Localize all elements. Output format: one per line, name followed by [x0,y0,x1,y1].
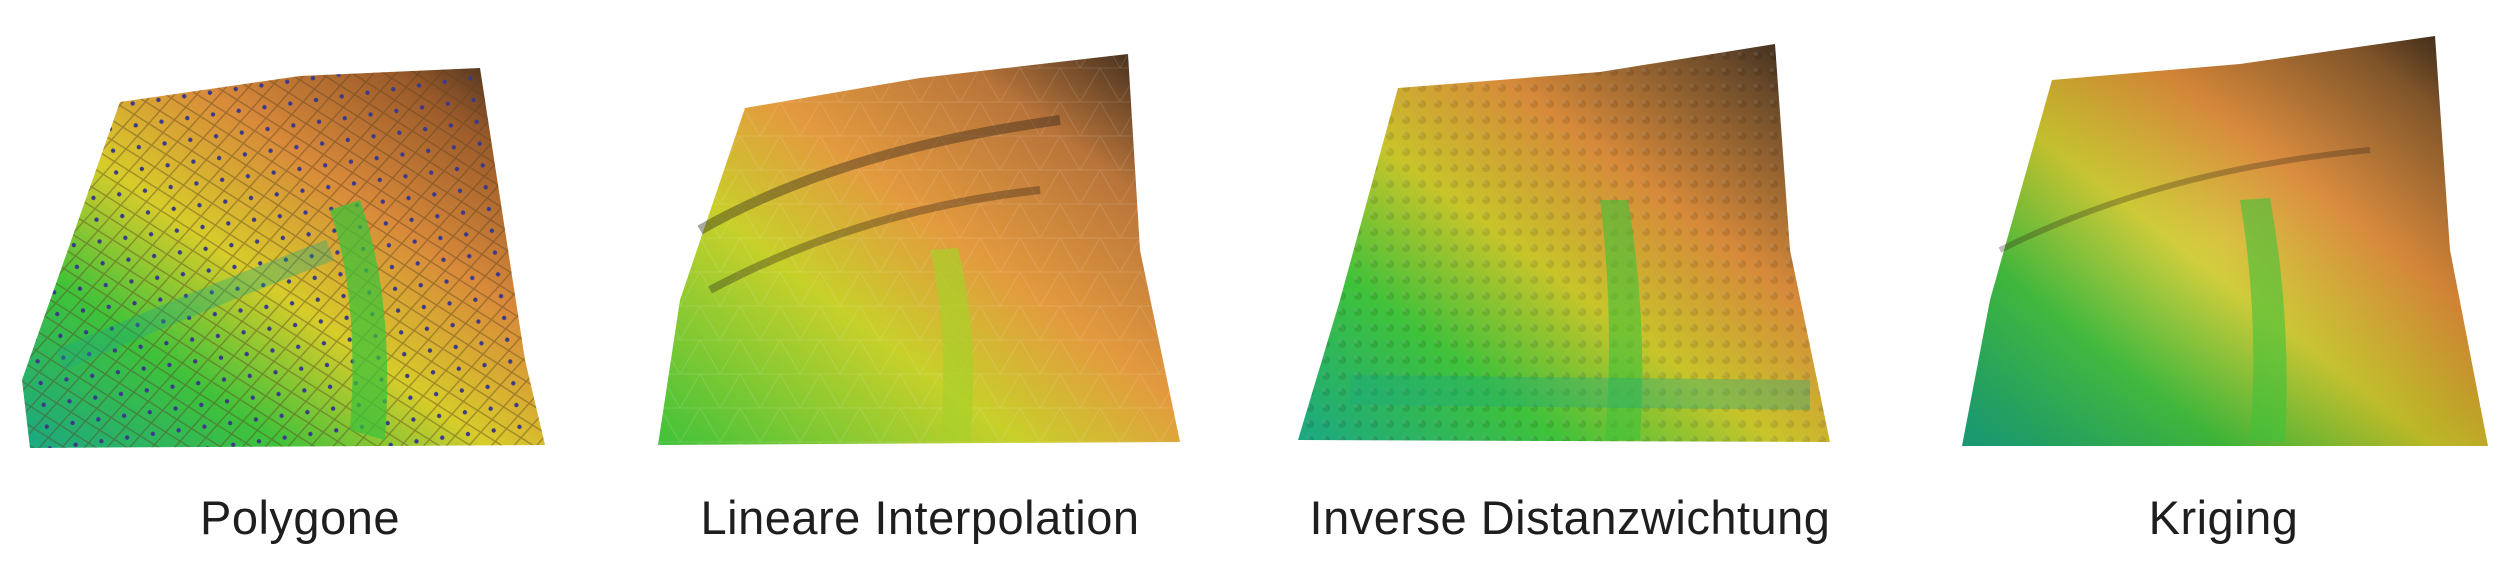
caption-idw: Inverse Distanzwichtung [1309,491,1831,544]
terrain-render-linear [658,54,1180,445]
caption-linear: Lineare Interpolation [700,491,1140,544]
panel-polygone: Polygone [0,0,600,570]
caption-kriging: Kriging [2148,491,2299,544]
panel-idw: Inverse Distanzwichtung [1270,0,1870,570]
panel-linear: Lineare Interpolation [640,0,1200,570]
terrain-render-kriging [1962,36,2488,446]
terrain-render-idw [1298,44,1830,442]
panel-kriging: Kriging [1940,0,2507,570]
caption-polygone: Polygone [200,491,400,544]
terrain-render-polygone [22,68,545,448]
